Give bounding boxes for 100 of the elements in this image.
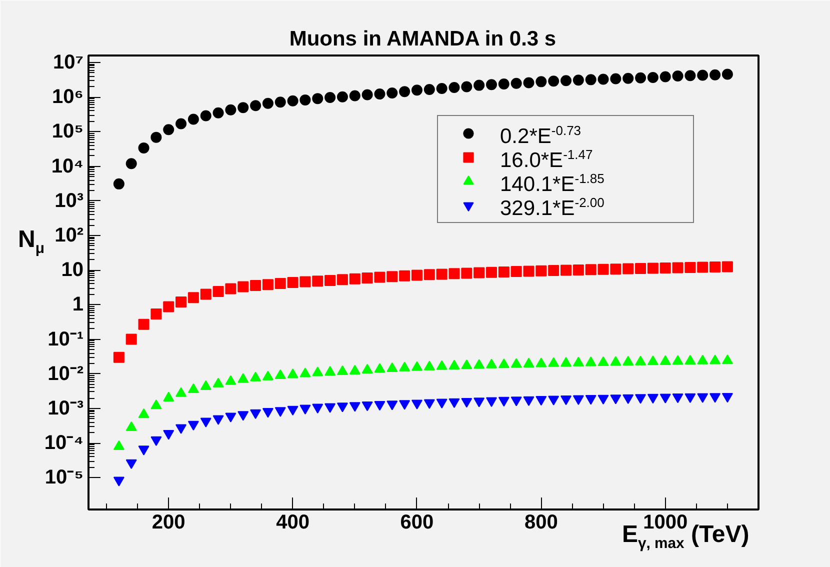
point <box>287 276 298 288</box>
point <box>684 393 696 404</box>
point <box>672 394 684 404</box>
point <box>486 266 497 278</box>
point <box>598 394 609 404</box>
y-tick-label: 10⁵ <box>52 120 84 143</box>
point <box>200 288 212 300</box>
point <box>722 392 733 403</box>
point <box>386 87 398 98</box>
point <box>461 398 472 408</box>
point <box>324 275 336 286</box>
point <box>635 394 646 404</box>
point <box>498 396 510 407</box>
point <box>287 406 298 416</box>
point <box>312 276 324 287</box>
point <box>622 263 634 274</box>
point <box>287 95 298 106</box>
point <box>585 74 596 86</box>
y-tick-label: 10⁶ <box>52 86 84 108</box>
point <box>660 262 671 274</box>
point <box>510 78 522 89</box>
y-tick-label: 10⁻³ <box>48 397 84 420</box>
point <box>262 279 274 290</box>
point <box>560 75 572 86</box>
point <box>424 84 435 96</box>
point <box>560 264 572 276</box>
point <box>374 401 386 411</box>
point <box>722 68 733 80</box>
point <box>113 476 124 486</box>
point <box>448 82 460 93</box>
point <box>300 94 311 106</box>
point <box>324 403 336 413</box>
y-tick-label: 10⁷ <box>53 52 84 74</box>
point <box>647 394 658 404</box>
point <box>610 394 622 404</box>
x-tick-label: 400 <box>276 512 310 534</box>
point <box>684 262 696 273</box>
point <box>274 96 286 108</box>
point <box>176 296 187 308</box>
point <box>336 402 348 412</box>
point <box>647 72 658 83</box>
point <box>585 264 596 276</box>
point <box>672 262 684 274</box>
y-tick-label: 10⁻⁴ <box>44 432 84 454</box>
point <box>336 274 348 286</box>
point <box>436 268 448 280</box>
point <box>238 411 249 421</box>
y-axis-title: N$_{μ}$ <box>18 226 44 257</box>
x-tick-label: 600 <box>400 512 434 534</box>
point <box>660 394 671 404</box>
point <box>349 273 360 284</box>
point <box>436 398 448 408</box>
legend-label: 0.2*E$^{-0.73}$ <box>500 123 582 148</box>
point <box>262 408 274 418</box>
point <box>200 110 212 122</box>
point <box>710 261 721 272</box>
point <box>523 266 534 277</box>
point <box>548 76 560 87</box>
point <box>212 286 224 298</box>
point <box>572 264 584 276</box>
point <box>660 71 671 82</box>
point <box>188 420 199 431</box>
x-tick-label: 800 <box>524 512 558 534</box>
point <box>510 266 522 278</box>
point <box>536 265 547 276</box>
point <box>411 84 422 96</box>
point <box>498 78 510 90</box>
point <box>399 270 410 282</box>
point <box>262 98 274 109</box>
y-tick-label: 10⁴ <box>51 155 84 178</box>
point <box>312 93 324 104</box>
y-tick-label: 10⁻² <box>48 362 84 385</box>
point <box>386 271 398 282</box>
point <box>126 334 137 345</box>
point <box>461 268 472 279</box>
point <box>374 88 386 100</box>
point <box>474 398 485 408</box>
point <box>300 404 311 414</box>
point <box>647 262 658 274</box>
point <box>250 409 262 420</box>
point <box>362 272 373 284</box>
point <box>722 261 733 272</box>
point <box>684 70 696 82</box>
point <box>672 70 684 82</box>
point <box>126 459 137 469</box>
y-tick-label: 10⁻¹ <box>48 328 84 350</box>
point <box>697 70 708 81</box>
point <box>424 269 435 280</box>
point <box>710 69 721 80</box>
point <box>200 418 212 428</box>
point <box>548 396 560 406</box>
point <box>300 276 311 288</box>
point <box>486 79 497 90</box>
y-tick-label: 10² <box>54 224 84 247</box>
point <box>176 118 187 130</box>
legend-label: 16.0*E$^{-1.47}$ <box>500 147 593 172</box>
point <box>424 399 435 409</box>
point <box>536 396 547 406</box>
point <box>138 446 150 456</box>
point <box>461 81 472 92</box>
